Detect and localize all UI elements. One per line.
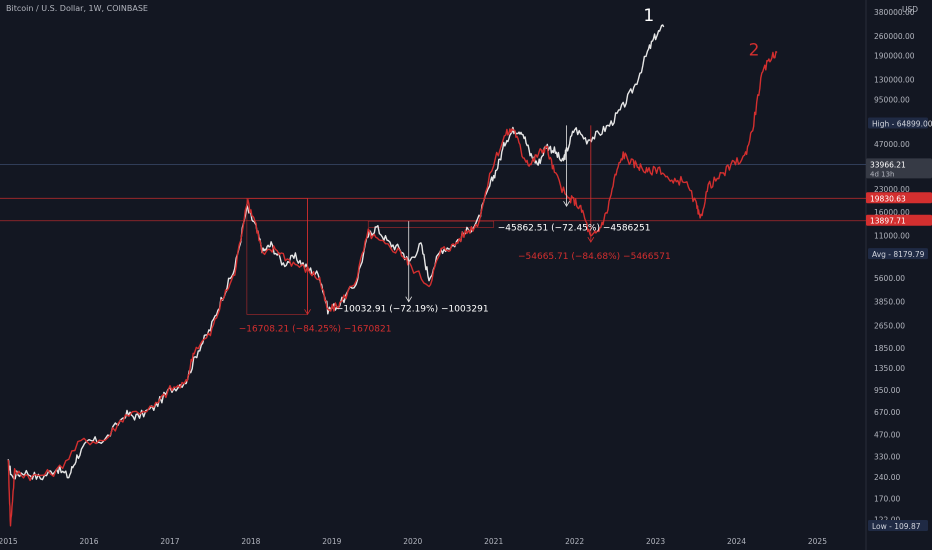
- price-marker-current-bg: [866, 158, 932, 179]
- range-box-0: [246, 198, 308, 315]
- price-marker-high-text: High - 64899.00: [872, 119, 932, 128]
- y-tick-label: 380000.00: [874, 8, 915, 17]
- price-marker-red-text: 19830.63: [870, 194, 906, 203]
- x-tick-label: 2018: [241, 537, 260, 546]
- y-tick-label: 950.00: [874, 386, 900, 395]
- x-tick-label: 2019: [322, 537, 341, 546]
- price-marker-red-bg: [866, 192, 932, 204]
- y-tick-label: 130000.00: [874, 76, 915, 85]
- y-tick-label: 670.00: [874, 408, 900, 417]
- price-marker-avg-bg: [868, 248, 928, 260]
- x-tick-label: 2023: [646, 537, 665, 546]
- y-tick-label: 23000.00: [874, 185, 910, 194]
- y-tick-label: 47000.00: [874, 140, 910, 149]
- x-tick-label: 2021: [484, 537, 503, 546]
- measure-arrow-2: [563, 200, 570, 207]
- range-box-1: [367, 220, 495, 228]
- annotation-0: 1: [643, 6, 654, 26]
- y-tick-label: 11000.00: [874, 231, 910, 240]
- y-tick-label: 5600.00: [874, 274, 905, 283]
- annotation-1: 2: [749, 41, 760, 61]
- annotation-4: −45862.51 (−72.45%) −4586251: [498, 224, 651, 234]
- y-tick-label: 3850.00: [874, 298, 905, 307]
- y-tick-label: 330.00: [874, 453, 900, 462]
- x-tick-label: 2025: [808, 537, 827, 546]
- y-tick-label: 95000.00: [874, 95, 910, 104]
- series-white-line: [7, 24, 665, 481]
- y-tick-label: 240.00: [874, 473, 900, 482]
- chart-title: Bitcoin / U.S. Dollar, 1W, COINBASE: [6, 4, 148, 13]
- annotation-3: −10032.91 (−72.19%) −1003291: [336, 304, 489, 314]
- series-red-line: [7, 50, 778, 527]
- y-tick-label: 1350.00: [874, 364, 905, 373]
- y-tick-label: 190000.00: [874, 52, 915, 61]
- x-tick-label: 2022: [565, 537, 584, 546]
- price-marker-current-text: 33966.21: [870, 160, 906, 169]
- price-marker-high-bg: [868, 117, 928, 129]
- price-marker-low-text: Low - 109.87: [872, 522, 921, 531]
- annotation-2: −16708.21 (−84.25%) −1670821: [239, 325, 392, 335]
- y-tick-label: 2650.00: [874, 321, 905, 330]
- price-marker-avg-text: Avg - 8179.79: [872, 250, 925, 259]
- y-tick-label: 260000.00: [874, 32, 915, 41]
- y-tick-label: 470.00: [874, 430, 900, 439]
- x-tick-label: 2017: [160, 537, 179, 546]
- x-tick-label: 2020: [403, 537, 422, 546]
- y-tick-label: 16000.00: [874, 208, 910, 217]
- price-marker-red-text: 13897.71: [870, 217, 906, 226]
- price-marker-red-bg: [866, 214, 932, 226]
- price-marker-low-bg: [868, 520, 928, 532]
- x-tick-label: 2015: [0, 537, 18, 546]
- y-tick-label: 1850.00: [874, 344, 905, 353]
- measure-arrow-0: [304, 309, 311, 316]
- y-unit-label: USD: [902, 5, 918, 14]
- y-tick-label: 122.00: [874, 515, 900, 524]
- x-tick-label: 2016: [79, 537, 98, 546]
- annotation-5: −54665.71 (−84.68%) −5466571: [518, 252, 671, 262]
- measure-arrow-3: [587, 236, 595, 243]
- measure-arrow-1: [405, 296, 413, 303]
- x-tick-label: 2024: [727, 537, 746, 546]
- price-marker-countdown: 4d 13h: [870, 170, 894, 178]
- y-tick-label: 170.00: [874, 495, 900, 504]
